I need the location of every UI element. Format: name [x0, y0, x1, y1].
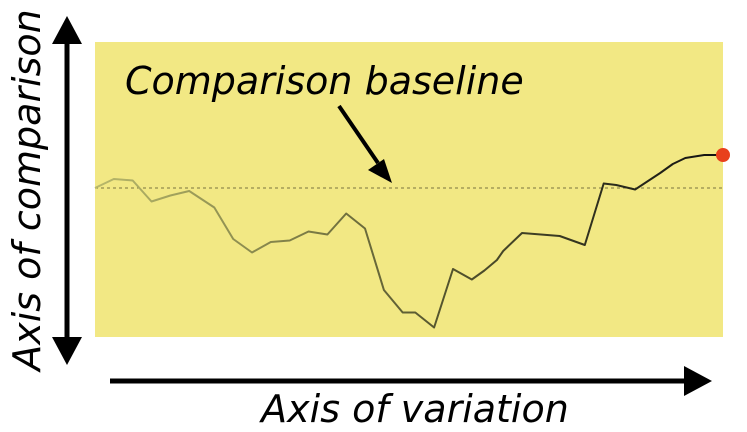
series-line [94, 154, 723, 329]
series-endpoint-marker [716, 148, 730, 162]
y-axis-label: Axis of comparison [5, 9, 49, 374]
x-axis-arrow [110, 366, 712, 396]
x-axis-label: Axis of variation [258, 387, 569, 431]
baseline-label: Comparison baseline [125, 59, 524, 103]
baseline-callout-arrow [337, 104, 392, 183]
plot-area [95, 42, 723, 337]
series-line-group [94, 148, 730, 329]
y-axis-arrow [52, 16, 82, 365]
